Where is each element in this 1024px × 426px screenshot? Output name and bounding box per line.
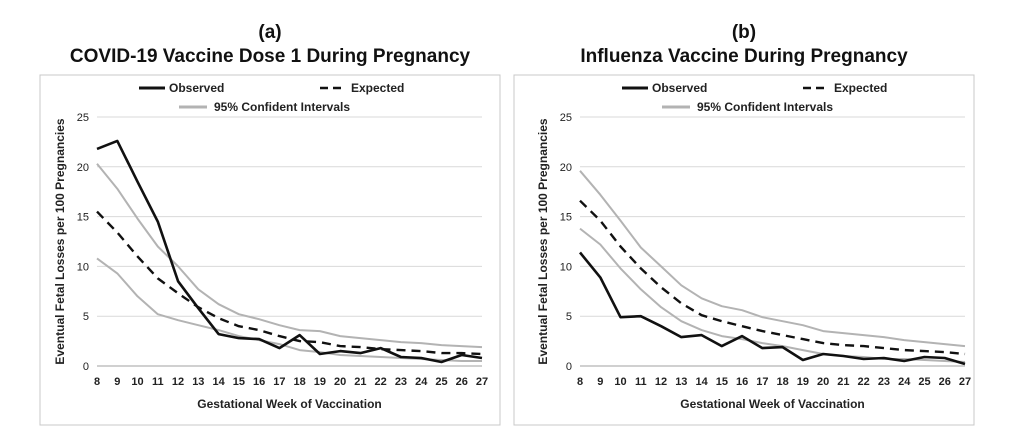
- y-tick-label-a: 25: [77, 112, 89, 124]
- chart-frame-b: [513, 74, 975, 426]
- observed-line-a: [96, 139, 483, 364]
- legend-expected-label-b: Expected: [834, 81, 887, 95]
- x-tick-label-a: 17: [273, 376, 285, 388]
- y-axis-label-b: Eventual Fetal Losses per 100 Pregnancie…: [536, 118, 550, 364]
- x-tick-label-b: 17: [756, 376, 768, 388]
- chart-frame-a: [39, 74, 501, 426]
- x-tick-label-b: 21: [837, 376, 849, 388]
- expected-line-a: [96, 210, 483, 356]
- chart-title-a: COVID-19 Vaccine Dose 1 During Pregnancy: [69, 46, 471, 67]
- x-tick-label-a: 13: [192, 376, 204, 388]
- y-tick-label-b: 10: [560, 261, 572, 273]
- y-tick-label-b: 5: [566, 311, 572, 323]
- x-axis-label-b: Gestational Week of Vaccination: [680, 397, 865, 411]
- x-tick-label-b: 25: [918, 376, 930, 388]
- x-tick-label-b: 27: [959, 376, 971, 388]
- x-tick-label-a: 8: [94, 376, 100, 388]
- y-tick-label-a: 10: [77, 261, 89, 273]
- x-tick-label-a: 19: [314, 376, 326, 388]
- x-tick-label-b: 8: [577, 376, 583, 388]
- x-tick-label-a: 10: [131, 376, 143, 388]
- x-tick-label-a: 23: [395, 376, 407, 388]
- ci-upper-line-b: [579, 170, 966, 348]
- x-tick-label-a: 22: [375, 376, 387, 388]
- x-tick-label-a: 20: [334, 376, 346, 388]
- x-tick-label-b: 26: [939, 376, 951, 388]
- expected-line-b: [579, 199, 966, 356]
- y-tick-label-b: 0: [566, 361, 572, 373]
- x-tick-label-b: 13: [675, 376, 687, 388]
- legend-ci-label-a: 95% Confident Intervals: [214, 100, 350, 114]
- ci-lower-line-b: [579, 227, 966, 363]
- legend-observed-label-b: Observed: [652, 81, 707, 95]
- ci-upper-line-a: [96, 163, 483, 349]
- y-tick-label-a: 20: [77, 162, 89, 174]
- x-tick-label-b: 12: [655, 376, 667, 388]
- x-tick-label-a: 9: [114, 376, 120, 388]
- x-tick-label-a: 14: [212, 376, 225, 388]
- x-tick-label-b: 22: [858, 376, 870, 388]
- x-tick-label-b: 24: [898, 376, 911, 388]
- x-tick-label-b: 14: [695, 376, 708, 388]
- x-tick-label-b: 15: [716, 376, 728, 388]
- legend-observed-label-a: Observed: [169, 81, 224, 95]
- legend-expected-label-a: Expected: [351, 81, 404, 95]
- y-tick-label-b: 15: [560, 212, 572, 224]
- x-tick-label-a: 21: [354, 376, 366, 388]
- panel-label-b: (b): [731, 22, 757, 43]
- x-tick-label-b: 23: [878, 376, 890, 388]
- x-tick-label-a: 11: [152, 376, 164, 388]
- x-tick-label-a: 12: [172, 376, 184, 388]
- y-tick-label-b: 25: [560, 112, 572, 124]
- x-tick-label-a: 18: [294, 376, 306, 388]
- chart-title-b: Influenza Vaccine During Pregnancy: [580, 46, 908, 67]
- x-tick-label-b: 9: [597, 376, 603, 388]
- observed-line-b: [578, 251, 966, 366]
- y-axis-label-a: Eventual Fetal Losses per 100 Pregnancie…: [53, 118, 67, 364]
- x-tick-label-a: 25: [435, 376, 447, 388]
- x-tick-label-a: 27: [476, 376, 488, 388]
- x-tick-label-b: 19: [797, 376, 809, 388]
- x-tick-label-b: 10: [614, 376, 626, 388]
- x-tick-label-a: 15: [233, 376, 245, 388]
- y-tick-label-a: 15: [77, 212, 89, 224]
- x-tick-label-a: 16: [253, 376, 265, 388]
- x-tick-label-a: 24: [415, 376, 428, 388]
- panel-label-a: (a): [258, 22, 282, 43]
- y-tick-label-b: 20: [560, 162, 572, 174]
- x-tick-label-b: 16: [736, 376, 748, 388]
- x-axis-label-a: Gestational Week of Vaccination: [197, 397, 382, 411]
- x-tick-label-a: 26: [456, 376, 468, 388]
- x-tick-label-b: 20: [817, 376, 829, 388]
- y-tick-label-a: 0: [83, 361, 89, 373]
- x-tick-label-b: 11: [635, 376, 647, 388]
- legend-ci-label-b: 95% Confident Intervals: [697, 100, 833, 114]
- y-tick-label-a: 5: [83, 311, 89, 323]
- x-tick-label-b: 18: [777, 376, 789, 388]
